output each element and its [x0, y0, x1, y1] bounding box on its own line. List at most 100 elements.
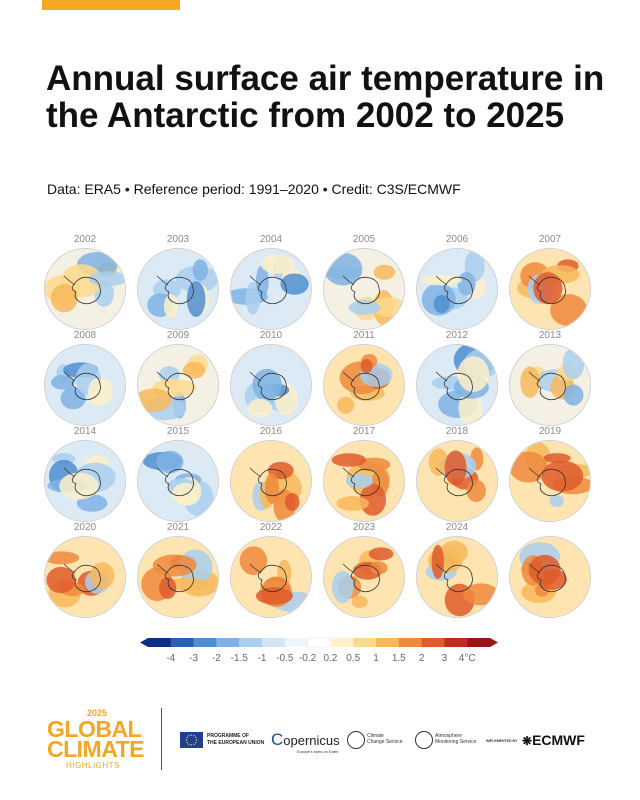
peninsula-outline — [528, 467, 541, 478]
anomaly-patch — [337, 396, 355, 414]
year-map: 2006 — [412, 234, 502, 330]
year-label: 2013 — [538, 330, 562, 341]
anomaly-patch — [186, 281, 206, 317]
colorbar-max-arrow — [490, 638, 498, 647]
coastline — [350, 276, 380, 305]
antarctic-anomaly-map — [137, 440, 219, 522]
ecmwf-swirl-icon: ❋ — [522, 734, 533, 748]
antarctic-anomaly-map — [509, 440, 591, 522]
coastline — [71, 564, 101, 593]
anomaly-patch — [543, 453, 571, 464]
year-map: 2013 — [505, 330, 595, 426]
year-label: 2006 — [445, 234, 469, 245]
antarctic-anomaly-map — [44, 344, 126, 426]
colorbar-segment — [467, 638, 491, 647]
antarctic-anomaly-map — [323, 440, 405, 522]
eu-programme-label: PROGRAMME OF THE EUROPEAN UNION — [207, 733, 264, 747]
colorbar-segment — [262, 638, 286, 647]
antarctic-anomaly-map — [137, 344, 219, 426]
coastline — [71, 372, 101, 401]
anomaly-patch — [138, 388, 172, 412]
colorbar-tick-label: 0.2 — [323, 653, 337, 664]
data-credit-line: Data: ERA5 • Reference period: 1991–2020… — [47, 181, 461, 197]
year-map: 2003 — [133, 234, 223, 330]
accent-bar — [42, 0, 180, 10]
colorbar-tick-label: 2 — [419, 653, 425, 664]
peninsula-outline — [342, 371, 355, 382]
antarctic-anomaly-map — [230, 440, 312, 522]
peninsula-outline — [63, 371, 76, 382]
year-label: 2023 — [352, 522, 376, 533]
year-label: 2017 — [352, 426, 376, 437]
antarctic-anomaly-map — [416, 248, 498, 330]
cams-label-line1: Atmosphere — [435, 733, 462, 739]
anomaly-patch — [520, 366, 540, 398]
page-title: Annual surface air temperature in the An… — [46, 59, 605, 135]
coastline — [443, 276, 473, 305]
year-label: 2011 — [353, 330, 375, 341]
peninsula-outline — [528, 371, 541, 382]
peninsula-outline — [249, 563, 262, 574]
coastline — [164, 468, 194, 497]
anomaly-patch — [239, 546, 268, 575]
coastline — [257, 276, 287, 305]
coastline — [164, 564, 194, 593]
anomaly-patch — [51, 375, 75, 390]
colorbar-tick-label: -3 — [189, 653, 198, 664]
coastline — [350, 564, 380, 593]
anomaly-patch — [331, 570, 354, 604]
coastline — [536, 372, 566, 401]
c3s-label-line1: Climate — [367, 733, 384, 739]
peninsula-outline — [528, 275, 541, 286]
year-map: 2014 — [40, 426, 130, 522]
anomaly-patch — [192, 259, 208, 281]
antarctic-anomaly-map — [416, 536, 498, 618]
anomaly-patch — [373, 264, 396, 280]
peninsula-outline — [342, 467, 355, 478]
colorbar-segment — [353, 638, 377, 647]
anomaly-patch — [247, 398, 272, 418]
anomaly-patch — [255, 587, 293, 605]
coastline — [443, 564, 473, 593]
peninsula-outline — [435, 275, 448, 286]
antarctic-anomaly-map — [509, 248, 591, 330]
peninsula-outline — [249, 467, 262, 478]
coastline — [443, 468, 473, 497]
year-map: 2022 — [226, 522, 316, 618]
colorbar-tick-label: -0.2 — [299, 653, 317, 664]
colorbar-segment — [330, 638, 354, 647]
coastline — [164, 276, 194, 305]
implemented-by-label: IMPLEMENTED BY — [486, 739, 518, 743]
year-map: 2004 — [226, 234, 316, 330]
colorbar-segment — [170, 638, 194, 647]
antarctic-anomaly-map — [137, 248, 219, 330]
antarctic-anomaly-map — [44, 440, 126, 522]
anomaly-patch — [163, 294, 179, 319]
colorbar-segment — [307, 637, 331, 648]
year-label: 2009 — [166, 330, 190, 341]
colorbar-segment — [193, 638, 217, 647]
year-map: 2024 — [412, 522, 502, 618]
year-map: 2019 — [505, 426, 595, 522]
peninsula-outline — [528, 563, 541, 574]
anomaly-patch — [331, 453, 367, 467]
anomaly-patch — [245, 281, 261, 315]
copernicus-c-icon: C — [271, 730, 284, 749]
peninsula-outline — [435, 467, 448, 478]
peninsula-outline — [63, 563, 76, 574]
anomaly-patch — [60, 387, 86, 410]
colorbar-segments — [140, 637, 498, 648]
year-label: 2014 — [73, 426, 97, 437]
c3s-label: Climate Change Service — [367, 733, 403, 745]
global-climate-logo-sub: HIGHLIGHTS — [66, 761, 120, 770]
eu-label-line1: PROGRAMME OF — [207, 733, 249, 739]
antarctic-anomaly-map — [323, 536, 405, 618]
peninsula-outline — [342, 563, 355, 574]
peninsula-outline — [63, 467, 76, 478]
peninsula-outline — [435, 371, 448, 382]
footer-divider — [161, 708, 162, 770]
year-map: 2007 — [505, 234, 595, 330]
colorbar-segment — [444, 638, 468, 647]
year-label: 2005 — [352, 234, 376, 245]
colorbar-segment — [216, 638, 240, 647]
